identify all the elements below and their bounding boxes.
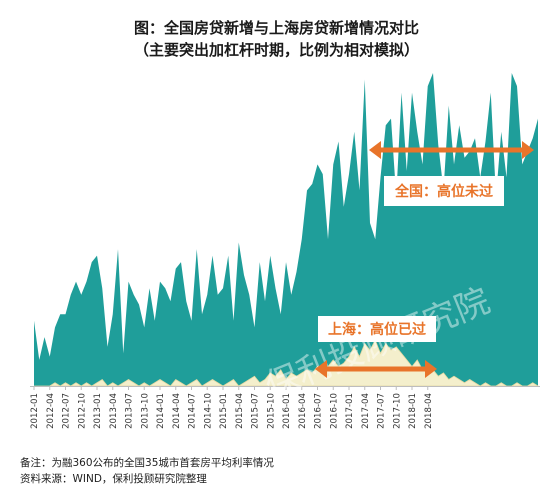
x-tick-label: 2014-10 [203, 393, 213, 429]
x-tick-label: 2012-01 [30, 393, 40, 429]
x-tick-label: 2013-04 [109, 393, 119, 429]
series-national-area [34, 73, 538, 386]
x-tick-label: 2015-10 [266, 393, 276, 429]
x-tick-label: 2013-01 [93, 393, 103, 429]
x-tick-label: 2015-01 [219, 393, 229, 429]
series-shanghai-area [34, 339, 540, 387]
x-tick-label: 2016-07 [314, 393, 324, 429]
shanghai-annotation-box [318, 316, 436, 342]
footnote-source: 资料来源：WIND，保利投顾研究院整理 [20, 473, 207, 485]
x-tick-label: 2012-10 [77, 393, 87, 429]
national-annotation-box [384, 176, 504, 206]
national-high-arrow [369, 141, 534, 159]
x-tick-label: 2018-01 [408, 393, 418, 429]
x-tick-label: 2016-10 [329, 393, 339, 429]
national-annotation: 全国：高位未过 [394, 183, 493, 200]
chart-title: 图：全国房贷新增与上海房贷新增情况对比 [133, 19, 419, 37]
x-tick-label: 2015-07 [251, 393, 261, 429]
x-tick-label: 2012-07 [62, 393, 72, 429]
x-tick-label: 2013-07 [125, 393, 135, 429]
x-tick-label: 2013-10 [140, 393, 150, 429]
shanghai-high-arrow [315, 360, 437, 378]
x-tick-label: 2018-04 [424, 393, 434, 429]
x-tick-label: 2017-01 [345, 393, 355, 429]
x-tick-label: 2015-04 [235, 393, 245, 429]
x-tick-label: 2016-01 [282, 393, 292, 429]
x-tick-label: 2014-04 [172, 393, 182, 429]
x-tick-label: 2014-01 [156, 393, 166, 429]
chart-subtitle: （主要突出加杠杆时期，比例为相对模拟） [133, 41, 419, 59]
shanghai-annotation: 上海：高位已过 [328, 321, 426, 338]
x-tick-label: 2017-07 [377, 393, 387, 429]
x-tick-label: 2012-04 [46, 393, 56, 429]
x-tick-label: 2017-04 [361, 393, 371, 429]
footnote-note: 备注：为融360公布的全国35城市首套房平均利率情况 [20, 457, 274, 469]
x-tick-label: 2017-10 [392, 393, 402, 429]
x-tick-label: 2016-04 [298, 393, 308, 429]
x-tick-label: 2014-07 [188, 393, 198, 429]
